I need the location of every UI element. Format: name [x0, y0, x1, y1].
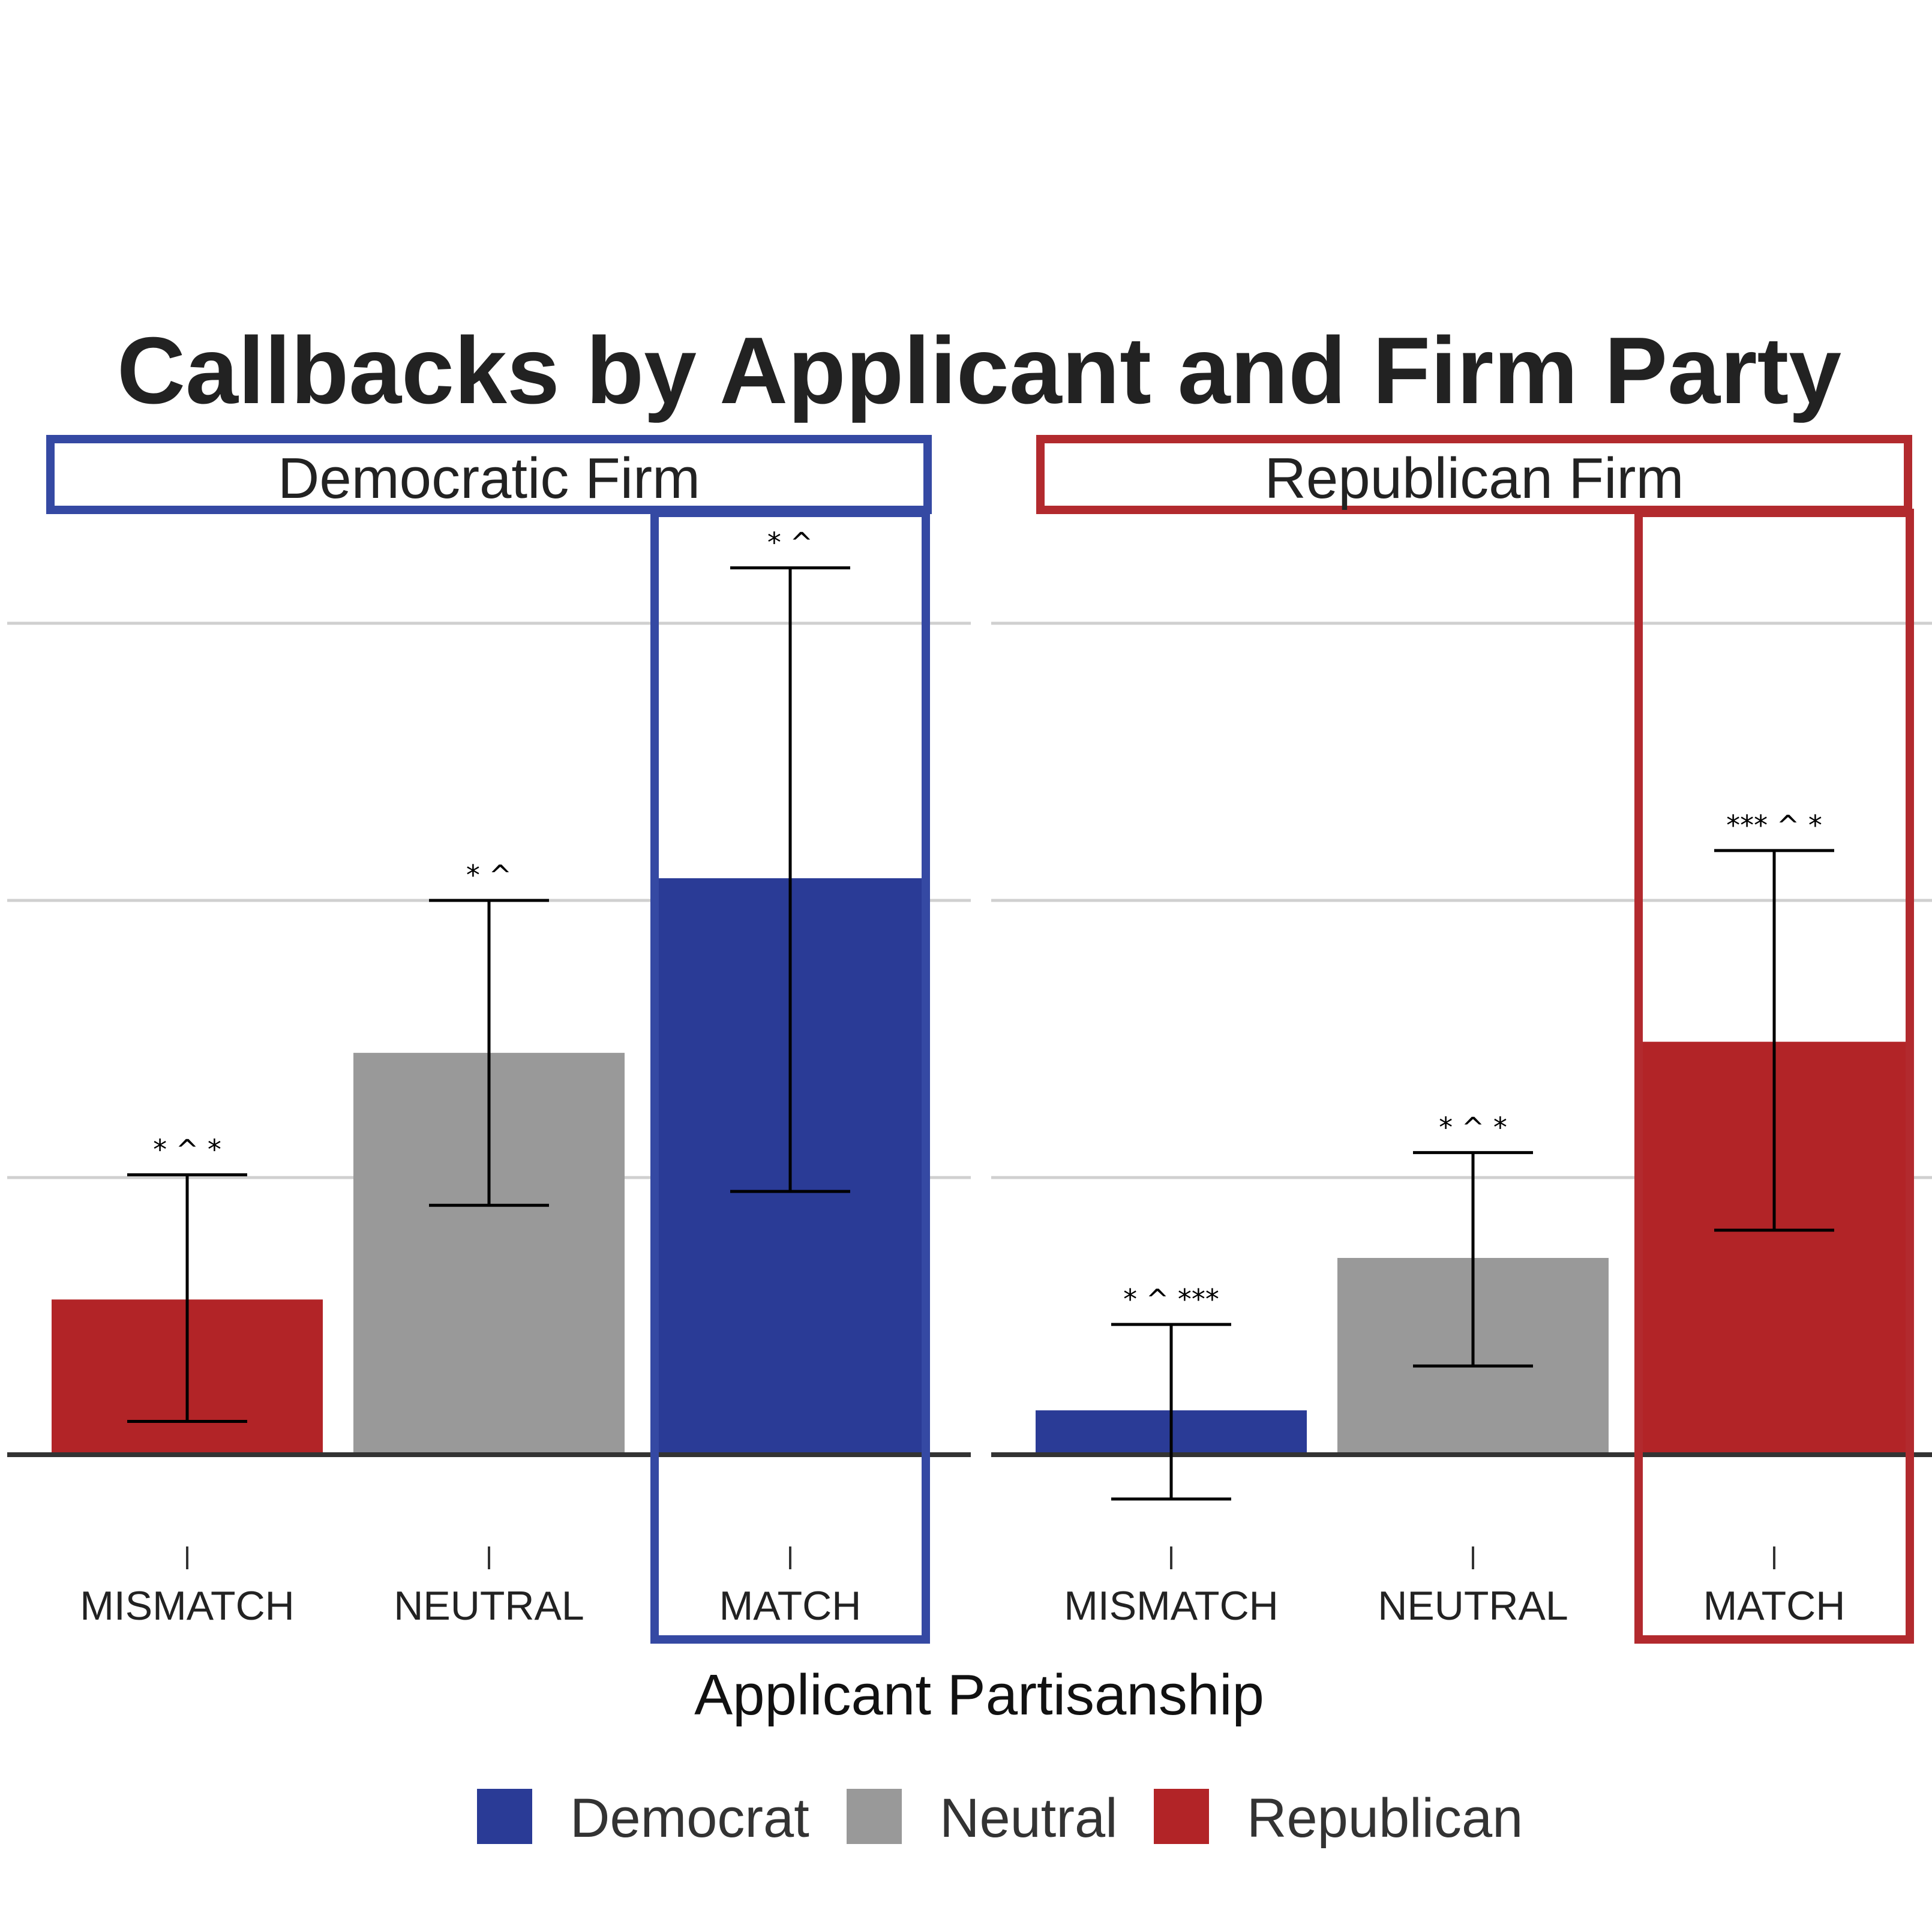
facet-strip-box	[1036, 435, 1912, 514]
error-bar	[1413, 1151, 1533, 1368]
panels: * ^ * * ^ * ^ MISMATCH NEUTRAL MATCH Democrati…	[7, 435, 1932, 1644]
chart-title: Callbacks by Applicant and Firm Party	[117, 318, 1841, 424]
error-bar	[429, 899, 549, 1207]
x-tick-label: MATCH	[1703, 1583, 1846, 1629]
significance-label: * ^ *	[153, 1133, 221, 1166]
legend-item-republican: Republican	[1154, 1788, 1523, 1849]
panel-democratic-firm: * ^ * * ^ * ^ MISMATCH NEUTRAL MATCH Democrati…	[7, 435, 971, 1644]
legend-label: Neutral	[940, 1788, 1118, 1849]
facet-strip-box	[46, 435, 932, 514]
x-tick-label: NEUTRAL	[394, 1583, 584, 1629]
panel-republican-firm: * ^ *** * ^ * *** ^ * MISMATCH NEUTRAL MATCH R…	[991, 435, 1932, 1644]
error-bar	[730, 566, 850, 1193]
legend-item-democrat: Democrat	[477, 1788, 809, 1849]
error-bar	[1111, 1323, 1231, 1501]
error-bar	[127, 1173, 247, 1424]
x-tick-label: NEUTRAL	[1378, 1583, 1568, 1629]
x-tick-label: MISMATCH	[80, 1583, 295, 1629]
significance-label: * ^	[466, 859, 512, 891]
significance-label: * ^ *	[1439, 1111, 1507, 1143]
x-tick-label: MISMATCH	[1064, 1583, 1279, 1629]
error-bar	[1714, 849, 1834, 1232]
legend-swatch	[847, 1789, 902, 1844]
legend-swatch	[1154, 1789, 1209, 1844]
significance-label: * ^ ***	[1123, 1283, 1219, 1316]
legend-item-neutral: Neutral	[847, 1788, 1118, 1849]
significance-label: *** ^ *	[1726, 809, 1822, 842]
significance-label: * ^	[767, 527, 813, 559]
legend: Democrat Neutral Republican	[477, 1788, 1523, 1849]
facet-strip-label: Republican Firm	[1265, 446, 1684, 510]
x-tick-label: MATCH	[719, 1583, 862, 1629]
facet-strip-label: Democratic Firm	[278, 446, 700, 510]
legend-label: Republican	[1247, 1788, 1523, 1849]
legend-label: Democrat	[570, 1788, 809, 1849]
x-axis-title: Applicant Partisanship	[694, 1663, 1264, 1727]
legend-swatch	[477, 1789, 532, 1844]
